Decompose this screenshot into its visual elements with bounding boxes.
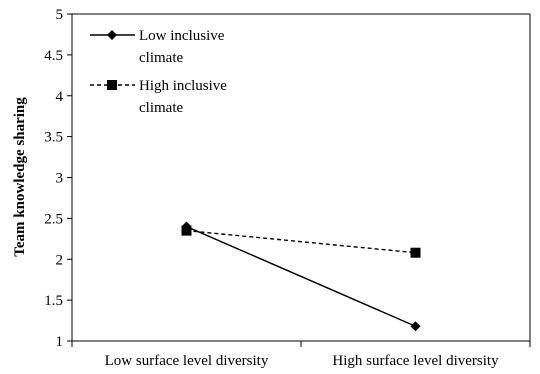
y-tick-label: 5: [56, 7, 64, 23]
y-tick-label: 3: [56, 171, 64, 187]
legend-marker-square: [107, 80, 117, 90]
series-line: [186, 225, 416, 327]
series-1: [181, 221, 421, 332]
x-axis-categories: Low surface level diversity High surface …: [71, 341, 531, 369]
y-tick-label: 4: [56, 89, 64, 105]
legend-label: Low inclusive: [139, 28, 225, 44]
data-point-square: [410, 247, 421, 258]
data-point-diamond: [410, 321, 421, 332]
legend-marker-diamond: [107, 30, 117, 40]
legend-label: climate: [139, 100, 183, 116]
legend-entry: High inclusive climate: [90, 78, 227, 116]
y-axis-label: Team knowledge sharing: [12, 97, 28, 257]
series-2: [181, 225, 421, 258]
y-tick-label: 1.5: [44, 293, 63, 309]
x-category-label: High surface level diversity: [332, 353, 499, 369]
y-tick-label: 1: [56, 334, 64, 350]
series-line: [186, 229, 416, 254]
legend-entry: Low inclusive climate: [90, 28, 225, 66]
x-category-label: Low surface level diversity: [105, 353, 269, 369]
y-tick-label: 3.5: [44, 130, 63, 146]
y-tick-label: 2.5: [44, 211, 63, 227]
y-tick-label: 2: [56, 252, 64, 268]
legend-label: climate: [139, 50, 183, 66]
series-layer: [181, 221, 421, 332]
legend-label: High inclusive: [139, 78, 227, 94]
legend: Low inclusive climate High inclusive climat…: [90, 28, 227, 116]
y-axis-ticks: 1 1.5 2 2.5 3 3.5 4 4.5 5: [44, 7, 72, 350]
data-point-square: [181, 225, 192, 236]
y-tick-label: 4.5: [44, 48, 63, 64]
